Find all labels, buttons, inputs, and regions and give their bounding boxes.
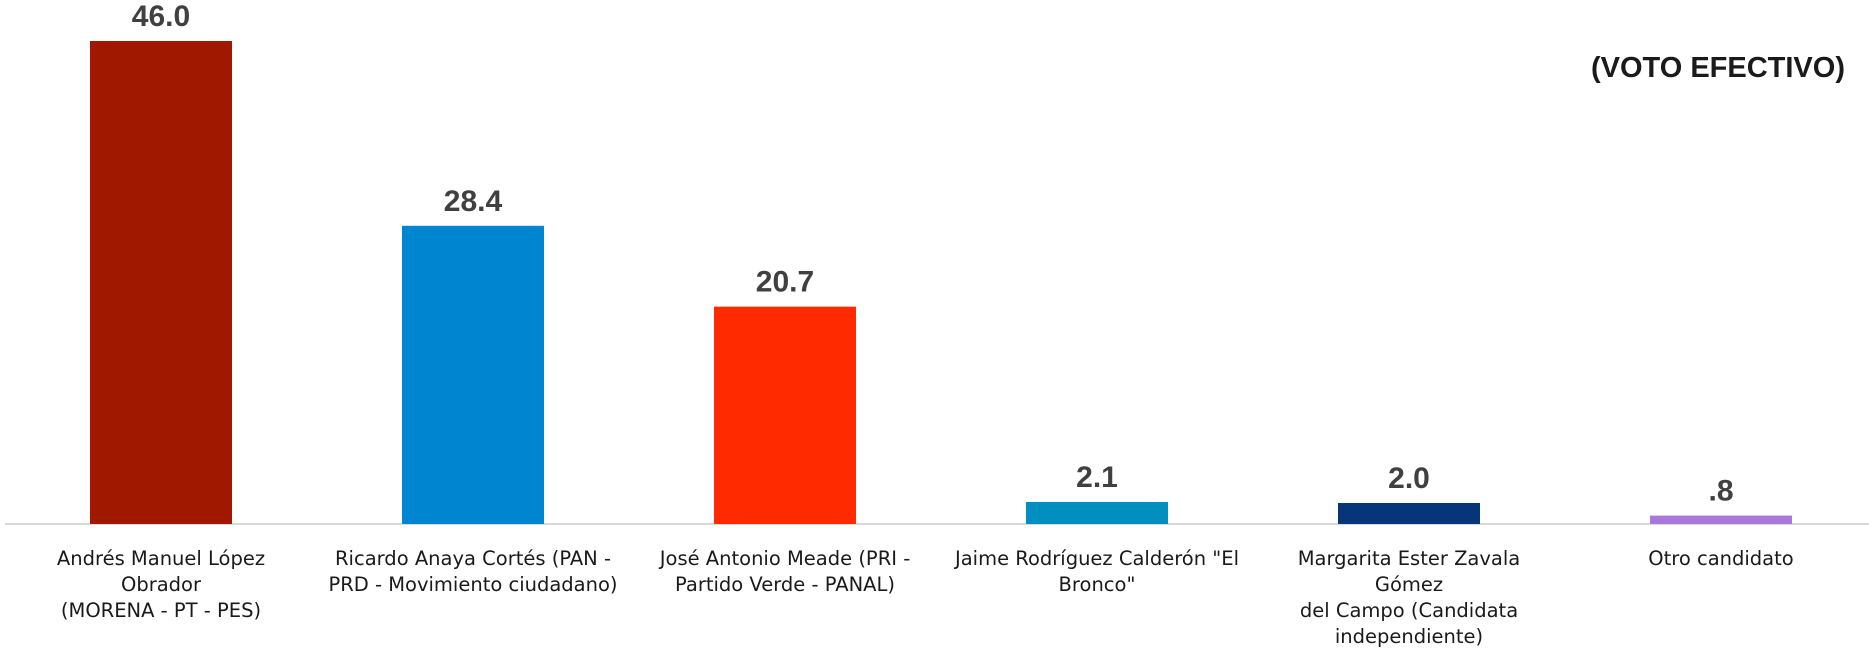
chart-plot-area: 46.0 28.4 20.7 2.1 2.0 .8 [5, 0, 1869, 525]
category-label-line: (MORENA - PT - PES) [60, 599, 262, 622]
category-label-1: Andrés Manuel López Obrador (MORENA - PT … [16, 546, 306, 624]
category-label-3: José Antonio Meade (PRI - Partido Verde -… [640, 546, 930, 598]
bar-3 [714, 306, 856, 524]
bar-2 [402, 225, 544, 525]
category-label-line: PRD - Movimiento ciudadano) [328, 573, 618, 596]
category-label-line: Otro candidato [1648, 547, 1794, 570]
bar-4 [1026, 501, 1168, 524]
category-label-line: Andrés Manuel López Obrador [56, 547, 266, 596]
bar-chart: 46.0 28.4 20.7 2.1 2.0 .8 (VOTO EFECTIVO) And… [5, 0, 1869, 648]
category-label-4: Jaime Rodríguez Calderón "El Bronco" [952, 546, 1242, 598]
category-label-6: Otro candidato [1576, 546, 1866, 572]
data-label-4: 2.1 [1076, 461, 1118, 494]
category-label-line: del Campo (Candidata [1299, 599, 1519, 622]
category-label-5: Margarita Ester Zavala Gómez del Campo (C… [1264, 546, 1554, 650]
category-label-line: Partido Verde - PANAL) [675, 573, 895, 596]
category-label-line: Margarita Ester Zavala Gómez [1297, 547, 1521, 596]
data-label-1: 46.0 [132, 0, 190, 33]
data-label-2: 28.4 [444, 185, 503, 218]
data-label-3: 20.7 [756, 266, 814, 299]
category-label-2: Ricardo Anaya Cortés (PAN - PRD - Movimie… [328, 546, 618, 598]
bar-1 [90, 41, 232, 524]
bar-5 [1338, 503, 1480, 524]
category-label-line: Ricardo Anaya Cortés (PAN - [335, 547, 611, 570]
category-label-line: Bronco" [1058, 573, 1136, 596]
chart-subtitle: (VOTO EFECTIVO) [1590, 52, 1845, 84]
bar-6 [1650, 515, 1792, 524]
category-label-line: Jaime Rodríguez Calderón "El [954, 547, 1240, 570]
category-label-line: independiente) [1334, 625, 1484, 648]
category-label-line: José Antonio Meade (PRI - [659, 547, 911, 570]
data-label-6: .8 [1708, 475, 1733, 508]
data-label-5: 2.0 [1388, 462, 1430, 495]
